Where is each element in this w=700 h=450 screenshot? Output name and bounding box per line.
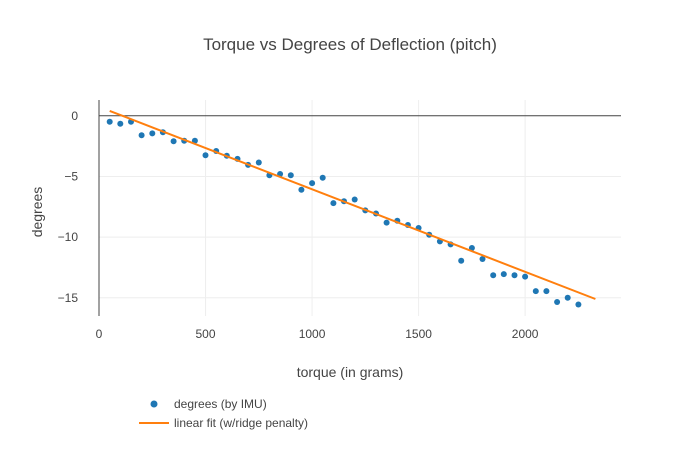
data-point [383, 219, 390, 226]
data-point [287, 172, 294, 179]
legend-marker-imu [150, 400, 158, 408]
y-tick-label: −15 [58, 291, 79, 305]
data-point [575, 301, 582, 308]
data-point [202, 152, 209, 159]
data-point [309, 180, 316, 187]
x-tick-label: 500 [196, 327, 216, 341]
data-point [319, 174, 326, 181]
series-layer [106, 109, 596, 308]
data-point [138, 132, 145, 139]
data-point [330, 200, 337, 207]
data-point [149, 130, 156, 137]
y-tick-label: −10 [58, 230, 79, 244]
data-point [117, 120, 124, 127]
y-axis-title: degrees [29, 187, 45, 238]
data-point [298, 186, 305, 193]
data-point [554, 299, 561, 305]
x-tick-label: 0 [96, 327, 103, 341]
data-point [532, 288, 539, 295]
axis-layer: 0 500 1000 1500 2000 0 −5 −10 −15 [58, 100, 621, 341]
data-point [468, 245, 475, 251]
data-point [564, 294, 571, 301]
data-point [351, 196, 358, 203]
x-tick-label: 2000 [512, 327, 539, 341]
x-tick-label: 1500 [405, 327, 432, 341]
data-point [170, 138, 177, 145]
legend-label-imu: degrees (by IMU) [174, 397, 267, 411]
grid-layer [99, 100, 621, 316]
data-point [255, 159, 262, 166]
data-point [479, 256, 486, 262]
data-point [106, 118, 113, 125]
data-point [522, 273, 529, 280]
legend: degrees (by IMU) linear fit (w/ridge pen… [139, 397, 308, 430]
data-point [191, 137, 198, 144]
data-point [458, 257, 465, 264]
legend-label-fit: linear fit (w/ridge penalty) [174, 416, 308, 430]
label-layer: Torque vs Degrees of Deflection (pitch) … [29, 35, 497, 380]
data-point [543, 288, 550, 295]
data-point [500, 271, 507, 278]
chart-title: Torque vs Degrees of Deflection (pitch) [203, 35, 497, 54]
y-tick-label: 0 [71, 109, 78, 123]
data-point [490, 272, 497, 279]
y-tick-label: −5 [64, 169, 78, 183]
x-axis-title: torque (in grams) [297, 364, 404, 380]
x-tick-label: 1000 [299, 327, 326, 341]
data-point [511, 272, 518, 279]
fit-line [109, 109, 596, 300]
